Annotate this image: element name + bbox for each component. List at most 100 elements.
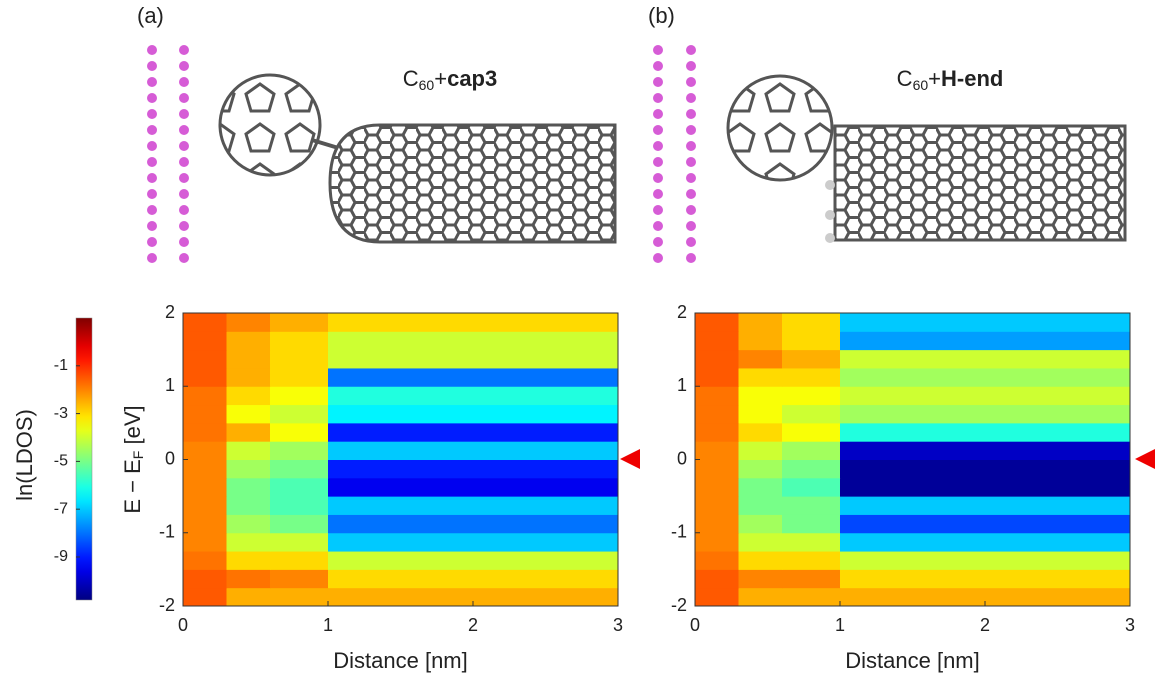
heatmap-cell <box>183 478 227 497</box>
fermi-marker <box>620 449 640 469</box>
heatmap-cell <box>328 313 619 332</box>
y-tick-label: -1 <box>671 522 687 542</box>
heatmap-cell <box>840 331 1131 350</box>
heatmap-cell <box>695 588 739 607</box>
heatmap-cell <box>270 514 329 533</box>
y-tick-label: 1 <box>677 375 687 395</box>
title-plus: + <box>434 66 447 91</box>
heatmap-cell <box>227 514 271 533</box>
heatmap-cell <box>782 533 841 552</box>
heatmap-cell <box>227 533 271 552</box>
heatmap-cell <box>840 350 1131 369</box>
heatmap-cell <box>840 496 1131 515</box>
figure: (a) (b) -1-3-5-7-9ln(LDOS)0123-2-1012Dis… <box>0 0 1157 686</box>
heatmap-cell <box>739 460 783 479</box>
heatmap-cell <box>328 551 619 570</box>
heatmap-cell <box>270 551 329 570</box>
heatmap-cell <box>695 331 739 350</box>
heatmap-cell <box>782 460 841 479</box>
heatmap-cell <box>227 368 271 387</box>
heatmap-cell <box>739 533 783 552</box>
colorbar-tick-label: -7 <box>54 500 68 517</box>
heatmap-cell <box>270 386 329 405</box>
heatmap-cell <box>183 331 227 350</box>
heatmap-cell <box>227 460 271 479</box>
heatmap-cell <box>739 514 783 533</box>
heatmap-cell <box>739 368 783 387</box>
heatmap-cell <box>695 386 739 405</box>
x-tick-label: 3 <box>613 615 623 635</box>
heatmap-cell <box>739 313 783 332</box>
heatmap-cell <box>782 551 841 570</box>
x-tick-label: 2 <box>468 615 478 635</box>
title-plus: + <box>928 66 941 91</box>
heatmap-cell <box>328 350 619 369</box>
heatmap-cell <box>183 551 227 570</box>
title-sub: 60 <box>913 77 929 93</box>
x-tick-label: 3 <box>1125 615 1135 635</box>
heatmap-cell <box>695 423 739 442</box>
y-tick-label: 2 <box>677 302 687 322</box>
heatmap-cell <box>739 386 783 405</box>
heatmap-cell <box>227 569 271 588</box>
heatmap-cell <box>782 441 841 460</box>
heatmap-cell <box>840 368 1131 387</box>
title-base: C <box>897 66 913 91</box>
heatmap-cell <box>782 331 841 350</box>
heatmap-cell <box>328 496 619 515</box>
heatmap-cell <box>328 514 619 533</box>
title-base: C <box>403 66 419 91</box>
heatmap-cell <box>739 551 783 570</box>
heatmap-cell <box>270 368 329 387</box>
heatmap-cell <box>840 313 1131 332</box>
colorbar-tick-label: -5 <box>54 453 68 470</box>
heatmap-cell <box>695 514 739 533</box>
y-tick-label: 0 <box>165 448 175 468</box>
heatmap-cell <box>328 533 619 552</box>
heatmap-cell <box>183 514 227 533</box>
x-tick-label: 1 <box>323 615 333 635</box>
heatmap-cell <box>328 569 619 588</box>
colorbar-tick-label: -1 <box>54 357 68 374</box>
heatmap-cell <box>739 350 783 369</box>
heatmap-cell <box>227 350 271 369</box>
panel-label: (b) <box>648 3 675 28</box>
y-axis-label: E − EF [eV] <box>120 405 146 513</box>
title-name: cap3 <box>447 66 497 91</box>
heatmap-cell <box>695 551 739 570</box>
heatmap-cell <box>227 386 271 405</box>
heatmap-cell <box>270 460 329 479</box>
title-name: H-end <box>941 66 1003 91</box>
heatmap-cell <box>695 405 739 424</box>
y-tick-label: 2 <box>165 302 175 322</box>
heatmap-cell <box>183 423 227 442</box>
heatmap-cell <box>782 569 841 588</box>
heatmap-cell <box>840 386 1131 405</box>
heatmap-cell <box>227 441 271 460</box>
heatmap-cell <box>695 350 739 369</box>
heatmap-cell <box>840 533 1131 552</box>
heatmap-cell <box>183 460 227 479</box>
heatmap-cell <box>782 588 841 607</box>
heatmap-cell <box>782 423 841 442</box>
heatmap-cell <box>739 496 783 515</box>
molecule-b <box>653 45 1125 263</box>
y-tick-label: 0 <box>677 448 687 468</box>
colorbar-label: ln(LDOS) <box>12 409 37 501</box>
heatmap-cell <box>739 405 783 424</box>
heatmap-cell <box>695 569 739 588</box>
heatmap-cell <box>227 423 271 442</box>
heatmap-cell <box>270 588 329 607</box>
heatmap-cell <box>270 405 329 424</box>
heatmap-cell <box>840 441 1131 460</box>
heatmap-cell <box>840 405 1131 424</box>
title-sub: 60 <box>419 77 435 93</box>
panel-title: C60+H-end <box>897 66 1004 93</box>
heatmap-cell <box>739 441 783 460</box>
heatmap-cell <box>270 313 329 332</box>
heatmap-cell <box>782 405 841 424</box>
heatmap-cell <box>328 368 619 387</box>
heatmap-cell <box>183 496 227 515</box>
x-tick-label: 2 <box>980 615 990 635</box>
y-axis-label-unit: [eV] <box>120 405 145 450</box>
